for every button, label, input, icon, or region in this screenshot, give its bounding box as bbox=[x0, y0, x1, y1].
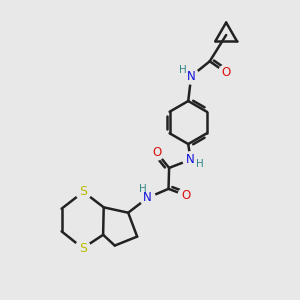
Text: O: O bbox=[152, 146, 161, 159]
Circle shape bbox=[178, 188, 194, 203]
Text: H: H bbox=[196, 159, 204, 169]
Text: O: O bbox=[181, 189, 190, 202]
Text: N: N bbox=[186, 153, 195, 166]
Text: N: N bbox=[187, 70, 196, 83]
Circle shape bbox=[75, 241, 91, 256]
Circle shape bbox=[149, 145, 164, 160]
Text: S: S bbox=[79, 242, 87, 255]
Circle shape bbox=[183, 68, 199, 84]
Circle shape bbox=[140, 190, 155, 206]
Text: H: H bbox=[139, 184, 147, 194]
Text: N: N bbox=[143, 191, 152, 204]
Circle shape bbox=[183, 152, 198, 167]
Text: H: H bbox=[179, 65, 187, 75]
Circle shape bbox=[76, 184, 91, 200]
Text: O: O bbox=[221, 66, 231, 79]
Text: S: S bbox=[80, 185, 87, 198]
Circle shape bbox=[218, 65, 234, 80]
